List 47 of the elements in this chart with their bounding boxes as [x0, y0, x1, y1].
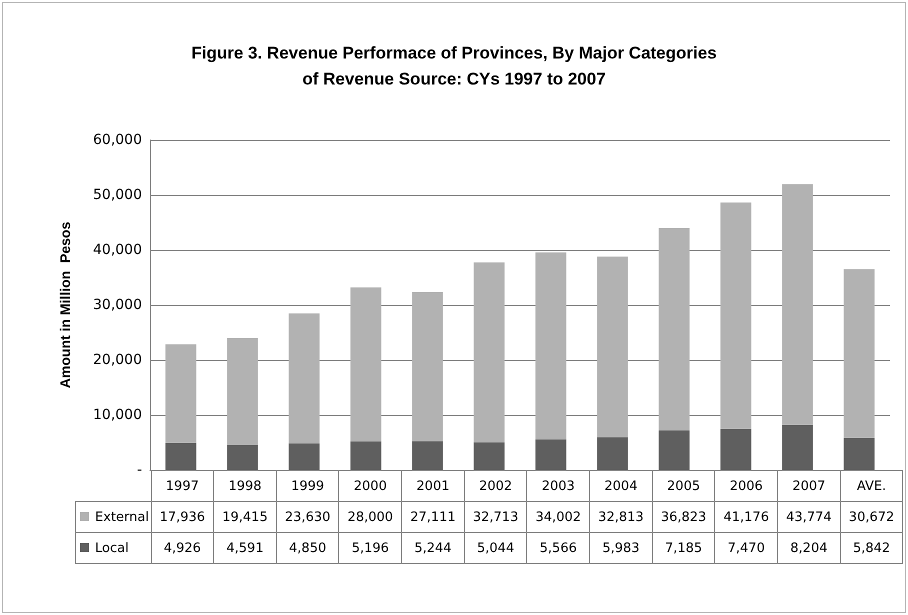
data-label: 4,850 — [276, 532, 339, 564]
data-label: 27,111 — [402, 502, 464, 532]
data-label: 41,176 — [714, 502, 778, 532]
x-tick-label: 2002 — [464, 470, 527, 502]
data-label: 5,983 — [590, 532, 652, 564]
y-tick-label: 20,000 — [93, 352, 142, 368]
data-label: 36,823 — [652, 502, 715, 532]
x-tick-label: 1998 — [214, 470, 276, 502]
x-tick-label: AVE. — [840, 470, 903, 502]
legend-label: External — [76, 502, 151, 532]
y-tick-label: 40,000 — [93, 242, 142, 258]
legend-label: Local — [76, 532, 151, 564]
data-label: 19,415 — [214, 502, 276, 532]
data-label: 23,630 — [276, 502, 339, 532]
y-axis-title: Amount in Million Pesos — [57, 222, 73, 388]
data-label: 5,566 — [526, 532, 590, 564]
x-tick-label: 2007 — [778, 470, 840, 502]
data-label: 5,244 — [402, 532, 464, 564]
data-label: 30,672 — [840, 502, 903, 532]
y-tick-label: 10,000 — [93, 407, 142, 423]
x-tick-label: 1997 — [151, 470, 214, 502]
x-tick-label: 2004 — [590, 470, 652, 502]
data-label: 28,000 — [338, 502, 402, 532]
data-label: 4,926 — [151, 532, 214, 564]
data-label: 8,204 — [778, 532, 840, 564]
y-tick-label: - — [136, 462, 142, 478]
y-tick-label: 30,000 — [93, 297, 142, 313]
data-label: 32,713 — [464, 502, 527, 532]
data-label: 43,774 — [778, 502, 840, 532]
data-label: 5,196 — [338, 532, 402, 564]
data-label: 4,591 — [214, 532, 276, 564]
x-tick-label: 2001 — [402, 470, 464, 502]
x-tick-label: 2006 — [714, 470, 778, 502]
x-tick-label: 2005 — [652, 470, 715, 502]
data-label: 7,470 — [714, 532, 778, 564]
data-label: 5,842 — [840, 532, 903, 564]
x-tick-label: 2003 — [526, 470, 590, 502]
y-tick-label: 50,000 — [93, 187, 142, 203]
data-label: 32,813 — [590, 502, 652, 532]
x-tick-label: 2000 — [338, 470, 402, 502]
data-label: 17,936 — [151, 502, 214, 532]
x-tick-label: 1999 — [276, 470, 339, 502]
chart-title: Figure 3. Revenue Performace of Provinces, By Major Categories of Revenue Source: CYs 1997 to 2007 — [191, 44, 717, 88]
y-tick-label: 60,000 — [93, 132, 142, 148]
data-label: 34,002 — [526, 502, 590, 532]
data-label: 7,185 — [652, 532, 715, 564]
data-label: 5,044 — [464, 532, 527, 564]
